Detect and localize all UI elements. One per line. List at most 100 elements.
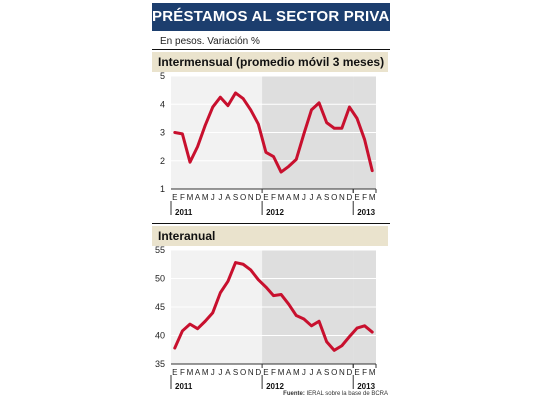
chart2-year-label: 2013 — [357, 382, 375, 391]
chart1-data-point — [325, 121, 328, 124]
chart2-x-tick-label: A — [286, 368, 292, 377]
source-note: Fuente: IERAL sobre la base de BCRA — [283, 391, 388, 397]
chart2-data-point — [279, 293, 283, 296]
chart1-x-tick-label: N — [339, 193, 345, 202]
chart1-data-point — [348, 105, 351, 109]
chart2-x-tick-label: S — [233, 368, 238, 377]
chart1-data-point — [287, 165, 290, 168]
chart2-y-tick-label: 40 — [155, 331, 165, 341]
chart2-data-point — [211, 311, 214, 314]
chart1-x-tick-label: E — [172, 193, 177, 202]
chart2-x-tick-label: O — [240, 368, 246, 377]
chart2-x-tick-label: F — [180, 368, 185, 377]
chart2-x-tick-label: M — [202, 368, 209, 377]
chart1-x-tick-label: E — [354, 193, 359, 202]
chart2-data-point — [241, 263, 245, 266]
chart1-data-point — [295, 158, 298, 161]
chart2-x-tick-label: J — [302, 368, 306, 377]
chart1-data-point — [173, 131, 176, 134]
chart1-data-point — [355, 117, 359, 120]
chart1-x-tick-label: D — [347, 193, 353, 202]
chart2-x-tick-label: D — [255, 368, 261, 377]
page-title: PRÉSTAMOS AL SECTOR PRIVADO — [152, 3, 412, 31]
chart2-x-tick-label: M — [187, 368, 194, 377]
chart1-x-tick-label: A — [316, 193, 322, 202]
chart1-data-point — [264, 151, 268, 154]
chart2-x-tick-label: E — [354, 368, 359, 377]
chart1-data-point — [181, 132, 184, 136]
chart2-data-point — [317, 320, 321, 323]
chart1-x-tick-label: M — [293, 193, 300, 202]
chart1-data-point — [219, 95, 222, 99]
chart1-x-tick-label: A — [195, 193, 201, 202]
chart2-data-point — [234, 261, 237, 264]
chart2-x-tick-label: J — [211, 368, 215, 377]
chart1-y-tick-label: 1 — [160, 184, 165, 194]
chart2-data-point — [272, 294, 275, 297]
chart1-x-tick-label: M — [278, 193, 285, 202]
chart1-data-point — [241, 97, 245, 100]
chart1-x-tick-label: J — [309, 193, 313, 202]
chart1-data-point — [310, 108, 313, 112]
chart1-data-point — [234, 91, 237, 95]
chart2-data-point — [371, 330, 374, 334]
chart1-y-tick-label: 2 — [160, 156, 165, 166]
chart2-y-tick-label: 45 — [155, 302, 165, 312]
chart1-year-label: 2012 — [266, 208, 284, 217]
chart1-year-label: 2013 — [357, 208, 375, 217]
chart2-data-point — [310, 324, 313, 328]
chart2-data-point — [226, 280, 230, 283]
chart1-x-tick-label: E — [263, 193, 268, 202]
chart2-data-point — [264, 285, 268, 289]
chart1-data-point — [188, 160, 192, 164]
chart1-x-tick-label: N — [248, 193, 254, 202]
chart-subtitle: En pesos. Variación % — [160, 36, 260, 47]
chart2-data-point — [295, 314, 298, 317]
chart1-y-tick-label: 5 — [160, 71, 165, 81]
chart2-year-label: 2012 — [266, 382, 284, 391]
chart2-data-point — [219, 291, 222, 294]
chart1-data-point — [333, 127, 336, 130]
chart2-x-tick-label: N — [248, 368, 254, 377]
chart2-data-point — [287, 302, 290, 306]
chart1-x-tick-label: M — [369, 193, 376, 202]
chart1-data-point — [363, 138, 366, 141]
chart2-x-tick-label: J — [309, 368, 313, 377]
chart2-data-point — [181, 329, 184, 333]
chart1-data-point — [249, 108, 252, 112]
chart2-x-tick-label: E — [263, 368, 268, 377]
chart2-y-tick-label: 55 — [155, 245, 165, 255]
chart2-data-point — [196, 327, 199, 330]
chart1-x-tick-label: S — [324, 193, 329, 202]
chart1-data-point — [211, 105, 214, 109]
chart1-x-tick-label: F — [271, 193, 276, 202]
chart2-x-tick-label: D — [347, 368, 353, 377]
chart2-data-point — [302, 317, 306, 321]
chart2-x-tick-label: F — [271, 368, 276, 377]
chart1-y-tick-label: 3 — [160, 128, 165, 138]
chart1-x-tick-label: S — [233, 193, 238, 202]
chart1-x-tick-label: M — [202, 193, 209, 202]
chart2-y-tick-label: 35 — [155, 359, 165, 369]
chart1-data-point — [317, 101, 321, 105]
panel-header-intermensual: Intermensual (promedio móvil 3 meses) — [152, 52, 388, 72]
chart2-data-point — [249, 268, 252, 272]
chart2-x-tick-label: E — [172, 368, 177, 377]
chart2-x-tick-label: A — [225, 368, 231, 377]
chart2-data-point — [333, 349, 336, 352]
chart2-data-point — [355, 326, 359, 330]
divider-top — [152, 49, 390, 50]
chart2-data-point — [188, 322, 192, 326]
chart1-x-tick-label: A — [286, 193, 292, 202]
chart1-x-tick-label: F — [180, 193, 185, 202]
chart1-y-tick-label: 4 — [160, 99, 165, 109]
chart2-x-tick-label: S — [324, 368, 329, 377]
chart2-x-tick-label: M — [278, 368, 285, 377]
chart1-data-point — [257, 122, 260, 126]
chart1-x-tick-label: F — [362, 193, 367, 202]
chart1-data-point — [272, 155, 275, 158]
chart1-x-tick-label: A — [225, 193, 231, 202]
source-text: IERAL sobre la base de BCRA — [306, 391, 389, 397]
chart2-data-point — [340, 344, 344, 347]
